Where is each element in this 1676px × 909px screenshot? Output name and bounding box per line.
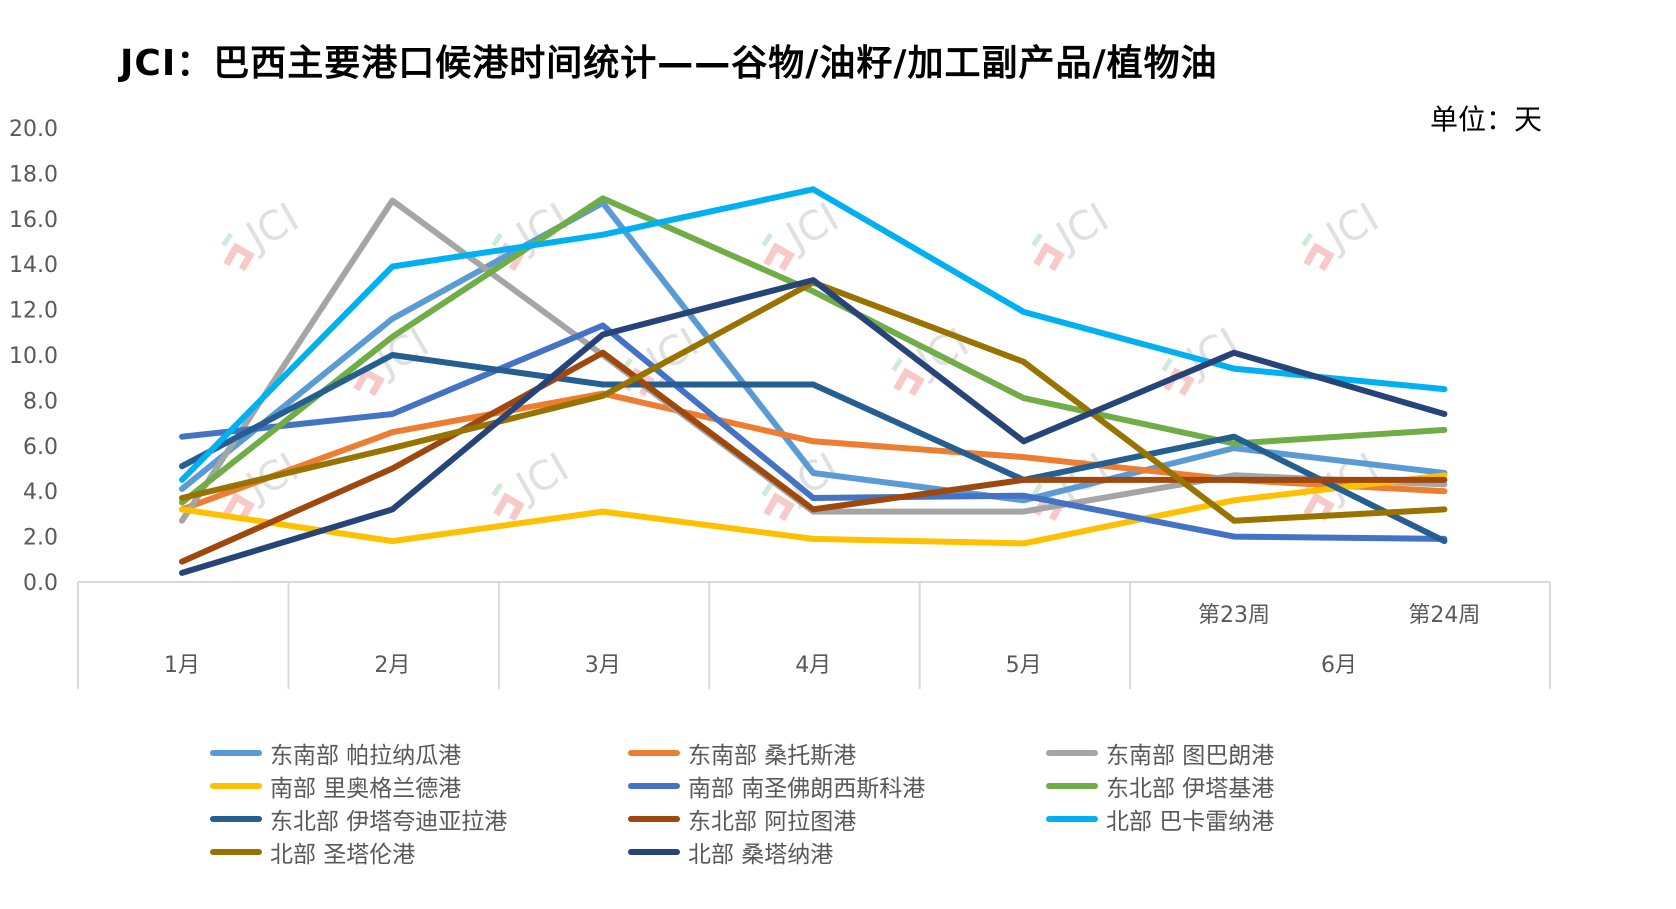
legend-line-icon bbox=[628, 849, 680, 855]
legend-line-icon bbox=[628, 816, 680, 822]
legend-label: 东北部 伊塔基港 bbox=[1106, 776, 1275, 802]
legend-label: 北部 桑塔纳港 bbox=[688, 842, 834, 868]
y-tick-label: 2.0 bbox=[23, 526, 58, 551]
y-tick-label: 20.0 bbox=[9, 117, 58, 142]
y-tick-label: 4.0 bbox=[23, 480, 58, 505]
legend-label: 北部 巴卡雷纳港 bbox=[1106, 809, 1275, 835]
legend-line-icon bbox=[1046, 816, 1098, 822]
legend-line-icon bbox=[1046, 783, 1098, 789]
y-tick-label: 6.0 bbox=[23, 435, 58, 460]
x-month-label: 1月 bbox=[164, 653, 200, 678]
x-month-label: 3月 bbox=[585, 653, 621, 678]
x-week-label: 第24周 bbox=[1408, 603, 1480, 628]
legend-item: 南部 里奥格兰德港 bbox=[210, 769, 461, 803]
legend-item: 北部 圣塔伦港 bbox=[210, 835, 415, 869]
legend-line-icon bbox=[210, 750, 262, 756]
legend-item: 东南部 桑托斯港 bbox=[628, 736, 856, 770]
watermark: JCI bbox=[1301, 194, 1387, 272]
watermark: JCI bbox=[1031, 194, 1117, 272]
y-tick-label: 12.0 bbox=[9, 299, 58, 324]
legend-line-icon bbox=[628, 783, 680, 789]
watermark: JCI bbox=[761, 194, 847, 272]
y-tick-label: 8.0 bbox=[23, 389, 58, 414]
legend-item: 南部 南圣佛朗西斯科港 bbox=[628, 769, 925, 803]
unit-label: 单位：天 bbox=[1430, 103, 1543, 136]
legend-item: 北部 巴卡雷纳港 bbox=[1046, 802, 1274, 836]
legend-line-icon bbox=[1046, 750, 1098, 756]
y-tick-label: 16.0 bbox=[9, 208, 58, 233]
legend-line-icon bbox=[210, 849, 262, 855]
y-tick-label: 14.0 bbox=[9, 253, 58, 278]
series-line-10 bbox=[179, 277, 1448, 576]
legend-item: 东北部 伊塔基港 bbox=[1046, 769, 1274, 803]
axis-layer: 0.0 2.0 4.0 6.0 8.0 10.0 12.0 14.0 16.0 18.0 20.0 第… bbox=[9, 117, 1551, 689]
y-tick-label: 10.0 bbox=[9, 344, 58, 369]
y-tick-label: 0.0 bbox=[23, 571, 58, 596]
legend-label: 北部 圣塔伦港 bbox=[270, 842, 416, 868]
legend-label: 东南部 帕拉纳瓜港 bbox=[270, 743, 462, 769]
y-tick-label: 18.0 bbox=[9, 162, 58, 187]
legend-item: 东北部 伊塔夸迪亚拉港 bbox=[210, 802, 507, 836]
legend-label: 东南部 桑托斯港 bbox=[688, 743, 857, 769]
legend-label: 南部 里奥格兰德港 bbox=[270, 776, 462, 802]
legend-line-icon bbox=[628, 750, 680, 756]
legend-item: 东南部 帕拉纳瓜港 bbox=[210, 736, 461, 770]
x-week-label: 第23周 bbox=[1198, 603, 1270, 628]
legend-line-icon bbox=[210, 783, 262, 789]
x-month-label: 4月 bbox=[795, 653, 831, 678]
x-month-label: 5月 bbox=[1006, 653, 1042, 678]
legend-item: 东北部 阿拉图港 bbox=[628, 802, 856, 836]
chart-title: JCI：巴西主要港口候港时间统计——谷物/油籽/加工副产品/植物油 bbox=[120, 43, 1218, 84]
legend-item: 东南部 图巴朗港 bbox=[1046, 736, 1274, 770]
legend-label: 南部 南圣佛朗西斯科港 bbox=[688, 776, 926, 802]
legend-label: 东北部 阿拉图港 bbox=[688, 809, 857, 835]
legend-item: 北部 桑塔纳港 bbox=[628, 835, 833, 869]
watermark: JCI bbox=[221, 194, 307, 272]
x-month-label: 6月 bbox=[1321, 653, 1357, 678]
watermark: JCI bbox=[491, 444, 577, 522]
x-month-label: 2月 bbox=[374, 653, 410, 678]
legend-label: 东北部 伊塔夸迪亚拉港 bbox=[270, 809, 508, 835]
series-layer bbox=[179, 186, 1448, 576]
legend-label: 东南部 图巴朗港 bbox=[1106, 743, 1275, 769]
legend-line-icon bbox=[210, 816, 262, 822]
